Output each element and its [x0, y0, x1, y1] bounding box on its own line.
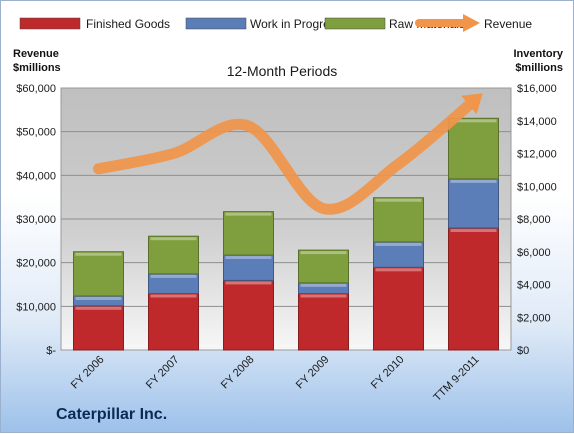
- legend-label-revenue: Revenue: [484, 17, 532, 31]
- left-tick-label: $20,000: [16, 258, 56, 270]
- bar-highlight-work-in-progress: [450, 179, 497, 183]
- bar-highlight-raw-materials: [150, 237, 197, 241]
- revenue-arrowhead: [461, 93, 483, 115]
- left-tick-label: $60,000: [16, 83, 56, 95]
- bar-raw-materials: [373, 197, 424, 243]
- left-axis-title-line2: $millions: [13, 62, 61, 74]
- left-tick-label: $-: [46, 345, 56, 357]
- legend-swatch-raw-materials: [324, 17, 386, 30]
- bar-highlight-work-in-progress: [225, 256, 272, 260]
- right-tick-label: $12,000: [517, 149, 557, 161]
- bar-highlight-finished-goods: [75, 306, 122, 310]
- bar-highlight-finished-goods: [450, 229, 497, 233]
- right-tick-label: $8,000: [517, 214, 551, 226]
- bar-finished-goods: [298, 293, 349, 351]
- x-tick-label: FY 2006: [69, 354, 107, 392]
- right-axis-title-line2: $millions: [515, 62, 563, 74]
- right-axis-ticks: $0 $2,000 $4,000 $6,000 $8,000 $10,000 $12,000…: [517, 83, 557, 357]
- legend-swatch-work-in-progress: [185, 17, 247, 30]
- revenue-line: [93, 95, 479, 215]
- bar-highlight-work-in-progress: [150, 274, 197, 278]
- bar-highlight-finished-goods: [225, 281, 272, 285]
- bar-highlight-finished-goods: [150, 294, 197, 298]
- bar-finished-goods: [73, 305, 124, 351]
- bar-raw-materials: [298, 249, 349, 284]
- bar-work-in-progress: [448, 178, 499, 229]
- x-axis-ticks: FY 2006 FY 2007 FY 2008 FY 2009 FY 2010 TTM 9…: [69, 354, 482, 404]
- bar-highlight-finished-goods: [300, 294, 347, 298]
- left-tick-label: $40,000: [16, 170, 56, 182]
- bar-finished-goods: [373, 266, 424, 351]
- bar-highlight-raw-materials: [75, 252, 122, 256]
- legend-arrowhead-revenue: [463, 14, 480, 32]
- right-tick-label: $14,000: [517, 116, 557, 128]
- left-axis-ticks: $- $10,000 $20,000 $30,000 $40,000 $50,000 $60…: [16, 83, 56, 357]
- right-tick-label: $2,000: [517, 312, 551, 324]
- bar-highlight-raw-materials: [375, 198, 422, 202]
- bar-raw-materials: [223, 211, 274, 256]
- bar-highlight-work-in-progress: [300, 283, 347, 287]
- bar-highlight-raw-materials: [225, 212, 272, 216]
- company-name: Caterpillar Inc.: [56, 406, 167, 423]
- bar-work-in-progress: [223, 254, 274, 281]
- bar-highlight-raw-materials: [450, 119, 497, 123]
- right-tick-label: $10,000: [517, 181, 557, 193]
- plot-title: 12-Month Periods: [227, 63, 338, 79]
- right-tick-label: $4,000: [517, 280, 551, 292]
- bar-finished-goods: [223, 279, 274, 351]
- right-tick-label: $0: [517, 345, 529, 357]
- legend-label-work-in-progress: Work in Progress: [250, 17, 342, 31]
- bar-finished-goods: [148, 293, 199, 351]
- left-tick-label: $30,000: [16, 214, 56, 226]
- x-tick-label: FY 2009: [294, 354, 332, 392]
- right-axis-title-line1: Inventory: [513, 48, 563, 60]
- legend-label-finished-goods: Finished Goods: [86, 17, 170, 31]
- bar-raw-materials: [148, 235, 199, 275]
- bar-work-in-progress: [373, 241, 424, 268]
- x-tick-label: TTM 9-2011: [431, 354, 481, 404]
- bar-highlight-work-in-progress: [75, 296, 122, 300]
- x-tick-label: FY 2007: [144, 354, 182, 392]
- bars: [73, 117, 499, 351]
- legend: Finished Goods Work in Progress Raw Mate…: [19, 14, 532, 32]
- bar-raw-materials: [73, 251, 124, 297]
- left-tick-label: $50,000: [16, 127, 56, 139]
- bar-highlight-finished-goods: [375, 268, 422, 272]
- bar-highlight-work-in-progress: [375, 242, 422, 246]
- bar-finished-goods: [448, 227, 499, 351]
- legend-swatch-finished-goods: [19, 17, 81, 30]
- x-tick-label: FY 2008: [219, 354, 257, 392]
- x-tick-label: FY 2010: [369, 354, 407, 392]
- left-tick-label: $10,000: [16, 301, 56, 313]
- right-tick-label: $16,000: [517, 83, 557, 95]
- revenue-layer: [93, 93, 483, 215]
- bar-highlight-raw-materials: [300, 251, 347, 255]
- bar-raw-materials: [448, 117, 499, 180]
- right-tick-label: $6,000: [517, 247, 551, 259]
- left-axis-title-line1: Revenue: [13, 48, 59, 60]
